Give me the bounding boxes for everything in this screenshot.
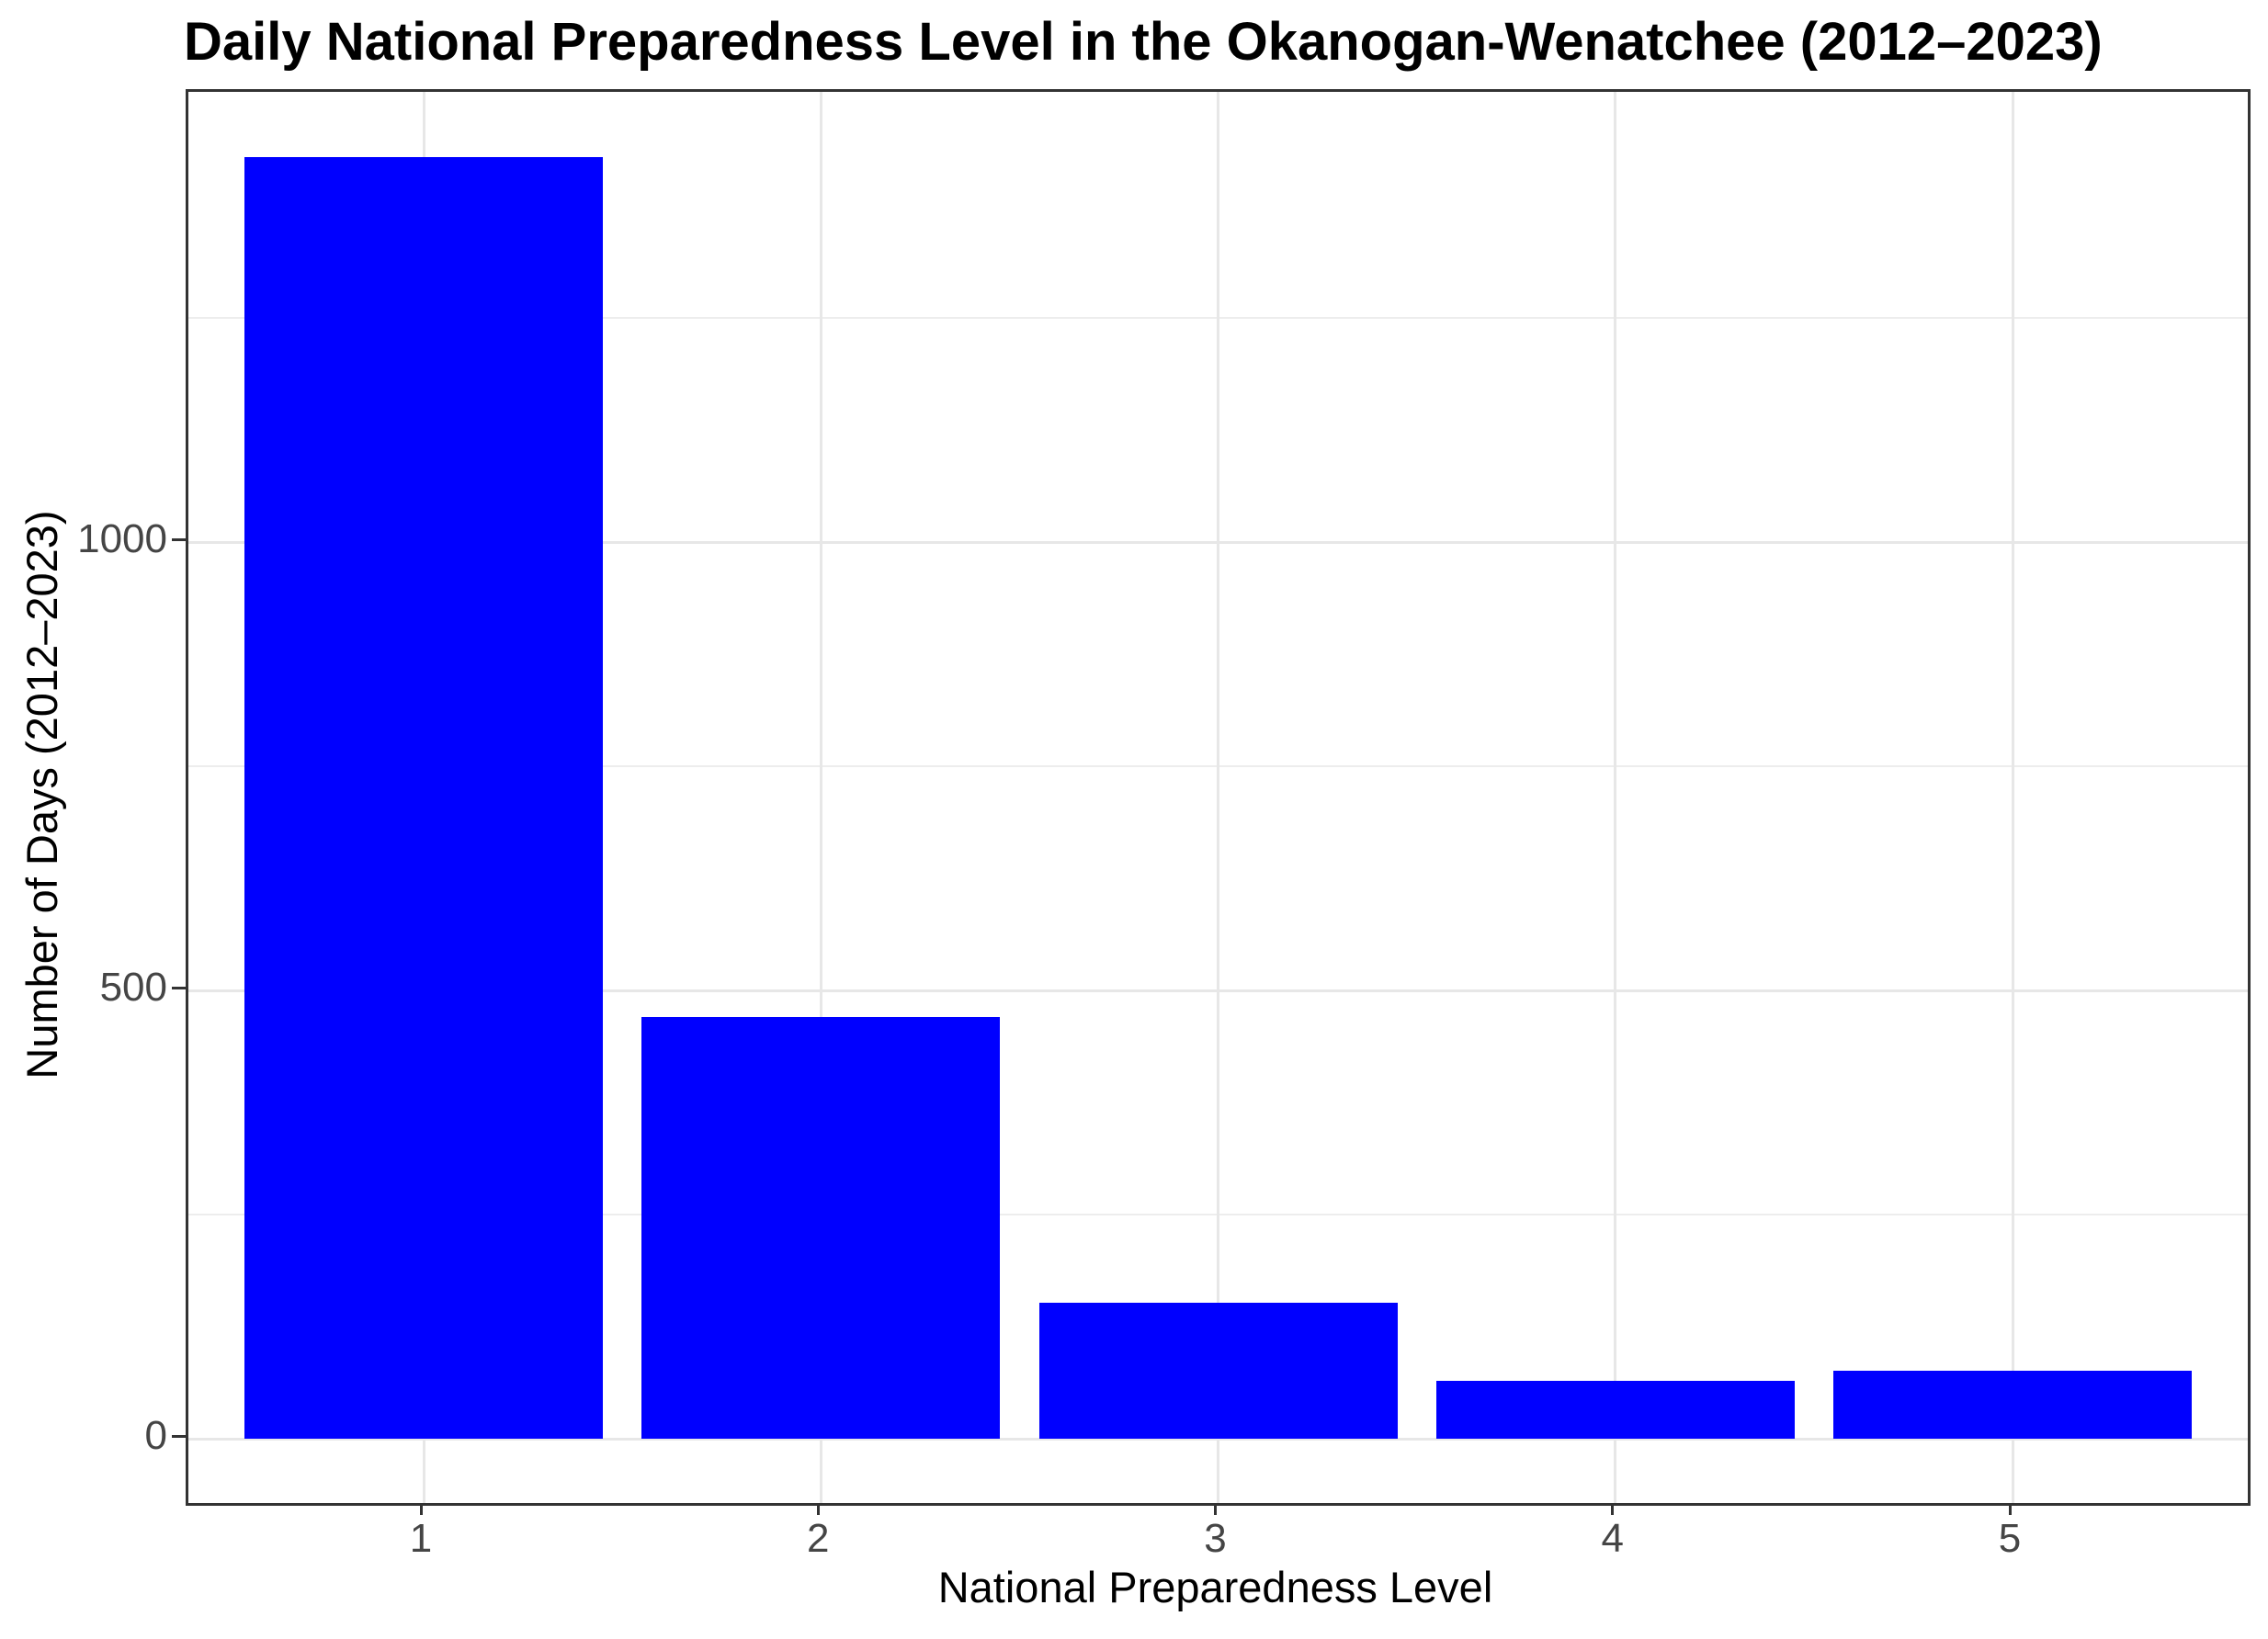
x-tick-label: 2	[807, 1516, 830, 1561]
x-axis-title: National Preparedness Level	[937, 1563, 1493, 1611]
y-tick-label: 500	[99, 965, 167, 1010]
x-tick-label: 1	[409, 1516, 433, 1561]
bar-level-2	[641, 1017, 1001, 1439]
x-major-gridline	[819, 92, 822, 1503]
bar-level-5	[1833, 1370, 2192, 1439]
x-major-gridline	[1614, 92, 1617, 1503]
x-tick-mark	[419, 1503, 423, 1515]
x-tick-mark	[1214, 1503, 1217, 1515]
y-tick-label: 0	[144, 1413, 167, 1458]
chart-title: Daily National Preparedness Level in the…	[184, 12, 2103, 72]
x-tick-label: 4	[1601, 1516, 1624, 1561]
bar-level-1	[244, 157, 603, 1439]
x-tick-label: 3	[1204, 1516, 1227, 1561]
bar-level-3	[1038, 1302, 1398, 1439]
x-major-gridline	[2011, 92, 2014, 1503]
y-tick-mark	[172, 1434, 186, 1438]
bar-level-4	[1435, 1380, 1795, 1439]
y-tick-mark	[172, 537, 186, 541]
x-tick-mark	[2008, 1503, 2012, 1515]
plot-panel	[186, 89, 2251, 1506]
x-tick-mark	[816, 1503, 820, 1515]
x-tick-mark	[1611, 1503, 1615, 1515]
y-axis-title: Number of Days (2012–2023)	[17, 510, 66, 1079]
x-tick-label: 5	[1998, 1516, 2022, 1561]
y-tick-label: 1000	[77, 516, 167, 561]
x-major-gridline	[1217, 92, 1219, 1503]
y-tick-mark	[172, 986, 186, 989]
